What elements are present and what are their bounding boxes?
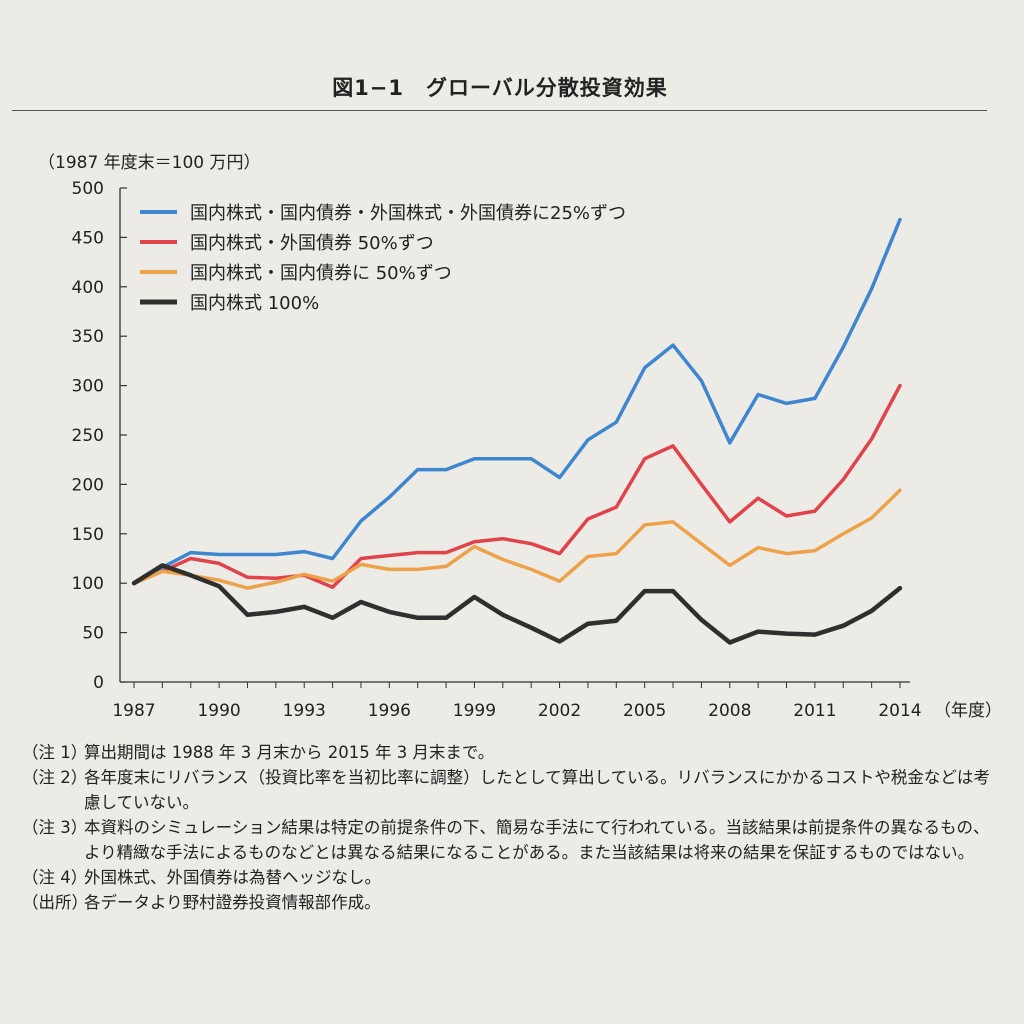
y-tick-label: 500 — [72, 179, 104, 199]
series-line-1 — [132, 217, 902, 585]
note-4-tag: （注 4） — [22, 868, 88, 887]
figure-title: 図1−1 グローバル分散投資効果 — [332, 76, 668, 100]
x-tick-label: 1999 — [453, 701, 496, 721]
legend-label-2: 国内株式・外国債券 50%ずつ — [190, 233, 434, 254]
y-tick-label: 300 — [72, 377, 104, 397]
y-tick-label: 0 — [93, 673, 104, 693]
x-tick-label: 1993 — [283, 701, 326, 721]
note-source-text: 各データより野村證券投資情報部作成。 — [84, 893, 381, 912]
title-rule — [12, 110, 987, 111]
x-tick-label: 2014 — [878, 701, 921, 721]
note-2-tag: （注 2） — [22, 768, 88, 787]
note-4: （注 4） 外国株式、外国債券は為替ヘッジなし。 — [22, 865, 1002, 890]
note-source-tag: （出所） — [22, 893, 88, 912]
note-1-tag: （注 1） — [22, 743, 88, 762]
y-tick-label: 150 — [72, 525, 104, 545]
x-tick-label: 2002 — [538, 701, 581, 721]
note-4-text: 外国株式、外国債券は為替ヘッジなし。 — [84, 868, 381, 887]
series-line-2 — [132, 383, 902, 589]
note-1: （注 1） 算出期間は 1988 年 3 月末から 2015 年 3 月末まで。 — [22, 740, 1002, 765]
note-source: （出所） 各データより野村證券投資情報部作成。 — [22, 890, 1002, 915]
legend-label-4: 国内株式 100% — [190, 293, 319, 314]
y-tick-label: 200 — [72, 475, 104, 495]
series-line-3 — [132, 488, 902, 590]
legend-label-1: 国内株式・国内債券・外国株式・外国債券に25%ずつ — [190, 203, 626, 224]
note-3: （注 3） 本資料のシミュレーション結果は特定の前提条件の下、簡易な手法にて行わ… — [22, 815, 1002, 865]
notes-section: （注 1） 算出期間は 1988 年 3 月末から 2015 年 3 月末まで。… — [22, 740, 1002, 915]
x-tick-label: 1996 — [368, 701, 411, 721]
series-line-4 — [131, 563, 903, 645]
note-3-tag: （注 3） — [22, 818, 88, 837]
y-tick-label: 400 — [72, 278, 104, 298]
y-axis-unit-label: （1987 年度末＝100 万円） — [38, 153, 261, 173]
y-tick-label: 100 — [72, 574, 104, 594]
line-chart: 0 50 100 150 200 250 300 350 400 450 500 1987 1990 19… — [72, 179, 1002, 721]
x-tick-label: 2005 — [623, 701, 666, 721]
note-2-text: 各年度末にリバランス（投資比率を当初比率に調整）したとして算出している。リバラン… — [84, 768, 990, 812]
y-tick-label: 350 — [72, 327, 104, 347]
x-tick-label: 2011 — [793, 701, 836, 721]
x-tick-label: 1990 — [197, 701, 240, 721]
x-axis-unit-label: （年度） — [934, 701, 1002, 721]
note-3-text: 本資料のシミュレーション結果は特定の前提条件の下、簡易な手法にて行われている。当… — [84, 818, 990, 862]
note-1-text: 算出期間は 1988 年 3 月末から 2015 年 3 月末まで。 — [84, 743, 495, 762]
x-tick-label: 1987 — [112, 701, 155, 721]
y-tick-label: 50 — [82, 624, 104, 644]
legend-label-3: 国内株式・国内債券に 50%ずつ — [190, 263, 452, 284]
y-tick-label: 450 — [72, 228, 104, 248]
y-tick-label: 250 — [72, 426, 104, 446]
x-tick-label: 2008 — [708, 701, 751, 721]
note-2: （注 2） 各年度末にリバランス（投資比率を当初比率に調整）したとして算出してい… — [22, 765, 1002, 815]
